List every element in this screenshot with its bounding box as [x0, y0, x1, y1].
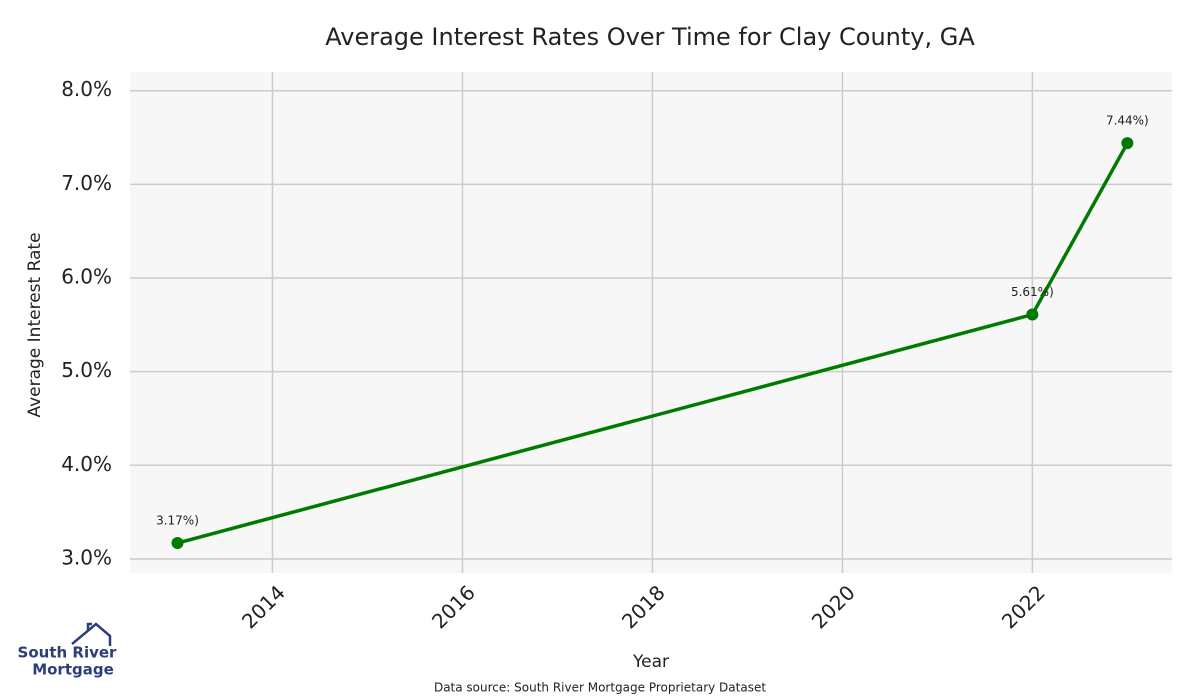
y-tick-label: 4.0%: [61, 452, 112, 476]
source-note: Data source: South River Mortgage Propri…: [434, 681, 766, 695]
plot-area: [130, 72, 1172, 573]
data-label: 7.44%): [1106, 114, 1149, 128]
x-tick-label: 2016: [427, 580, 480, 633]
x-tick-label: 2020: [807, 580, 860, 633]
point: [1121, 137, 1134, 150]
x-tick-label: 2014: [237, 580, 290, 633]
y-tick-label: 5.0%: [61, 358, 112, 382]
y-axis-label: Average Interest Rate: [25, 232, 45, 417]
chart-title: Average Interest Rates Over Time for Cla…: [325, 23, 975, 51]
logo-house: [71, 622, 112, 646]
data-label: 5.61%): [1011, 285, 1054, 299]
y-tick-label: 6.0%: [61, 265, 112, 289]
point: [1026, 308, 1039, 321]
data-label: 3.17%): [156, 514, 199, 528]
x-axis-label: Year: [632, 652, 669, 672]
point: [171, 537, 184, 550]
x-tick-label: 2022: [997, 580, 1050, 633]
logo-text: South River: [18, 644, 118, 662]
x-tick-label: 2018: [617, 580, 670, 633]
logo: South River Mortgage: [18, 622, 118, 679]
y-tick-label: 8.0%: [61, 77, 112, 101]
y-tick-label: 3.0%: [61, 545, 112, 569]
y-tick-label: 7.0%: [61, 171, 112, 195]
logo-text: Mortgage: [32, 661, 114, 679]
